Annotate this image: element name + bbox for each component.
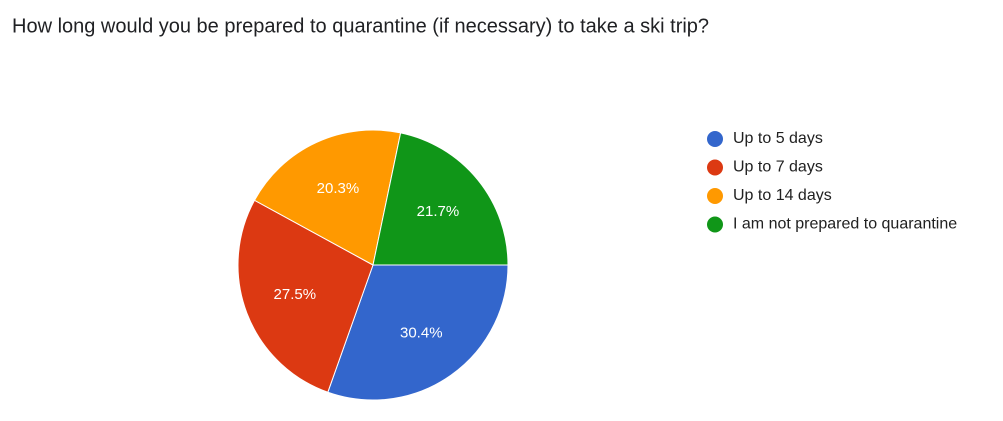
pie-slice (372, 132, 509, 266)
legend-swatch (707, 216, 723, 233)
legend-swatch (707, 131, 723, 147)
chart-title: How long would you be prepared to quaran… (12, 15, 709, 37)
pie-slice (327, 264, 509, 401)
data-label: 30.4% (400, 324, 443, 341)
pie-slice (237, 199, 374, 393)
data-label: 21.7% (417, 203, 460, 220)
legend-label: I am not prepared to quarantine (733, 216, 957, 233)
legend-label: Up to 7 days (733, 159, 823, 176)
legend-label: Up to 5 days (733, 130, 823, 147)
pie-slice (253, 129, 402, 266)
legend-swatch (707, 188, 723, 204)
data-label: 27.5% (274, 286, 317, 303)
data-label: 20.3% (317, 180, 360, 197)
legend-label: Up to 14 days (733, 187, 832, 204)
legend-swatch (707, 159, 723, 176)
